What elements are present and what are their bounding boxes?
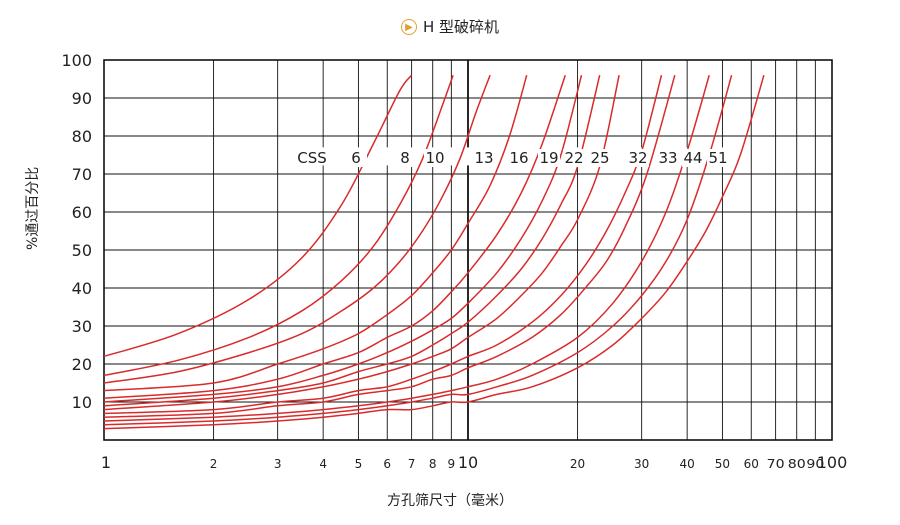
y-tick-label: 90 (72, 89, 92, 108)
series-label: 32 (628, 149, 647, 167)
series-line (103, 75, 663, 415)
x-tick-label: 100 (817, 453, 848, 472)
series-label: 8 (400, 149, 410, 167)
x-tick-label: 5 (355, 457, 363, 471)
x-tick-label: 60 (744, 457, 759, 471)
series-line (103, 74, 765, 430)
chart-title-text: H 型破碎机 (422, 18, 500, 36)
series-line (103, 74, 454, 377)
series-label: 22 (564, 149, 583, 167)
y-tick-label: 40 (72, 279, 92, 298)
series-label: 16 (509, 149, 528, 167)
series-label-bg (589, 149, 611, 167)
series-label-bg (627, 149, 649, 167)
series-label: 10 (425, 149, 444, 167)
x-tick-label: 90 (806, 457, 824, 471)
series-label-bg (424, 149, 446, 167)
y-tick-label: 60 (72, 203, 92, 222)
series-label: 44 (683, 149, 702, 167)
y-tick-label: 10 (72, 393, 92, 412)
x-axis-label: 方孔筛尺寸（毫米） (387, 493, 513, 509)
series-line (103, 75, 583, 403)
y-tick-label: 50 (72, 241, 92, 260)
series-label: 25 (590, 149, 609, 167)
series-label-bg (345, 149, 367, 167)
x-tick-label: 8 (429, 457, 437, 471)
series-label-bg (657, 149, 679, 167)
series-label-bg (394, 149, 416, 167)
x-tick-label: 10 (458, 453, 478, 472)
x-tick-label: 20 (570, 457, 585, 471)
y-tick-label: 80 (72, 127, 92, 146)
series-line (103, 74, 710, 422)
series-line (103, 74, 567, 399)
series-label: 6 (351, 149, 361, 167)
y-tick-label: 70 (72, 165, 92, 184)
x-tick-label: 9 (448, 457, 456, 471)
series-label: 33 (658, 149, 677, 167)
css-label: CSS (297, 149, 327, 167)
x-tick-label: 40 (680, 457, 695, 471)
series-label-bg (563, 149, 585, 167)
series-label: 19 (539, 149, 558, 167)
series-label-bg (682, 149, 704, 167)
x-tick-label: 70 (767, 457, 785, 471)
series-line (103, 74, 528, 392)
x-tick-label: 1 (101, 453, 111, 472)
play-circle-icon: ▶ (400, 18, 417, 35)
x-tick-label: 30 (634, 457, 649, 471)
series-label: 13 (474, 149, 493, 167)
x-tick-label: 3 (274, 457, 282, 471)
x-tick-label: 7 (408, 457, 416, 471)
chart-title: ▶ H 型破碎机 (0, 16, 900, 37)
x-tick-label: 4 (319, 457, 327, 471)
series-label-bg (538, 149, 560, 167)
y-tick-label: 30 (72, 317, 92, 336)
x-tick-label: 80 (788, 457, 806, 471)
series-line (103, 75, 620, 411)
x-tick-label: 6 (383, 457, 391, 471)
series-line (103, 74, 413, 358)
y-tick-label: 100 (61, 51, 92, 70)
x-tick-label: 50 (715, 457, 730, 471)
series-line (103, 74, 676, 418)
y-tick-label: 20 (72, 355, 92, 374)
series-line (103, 74, 491, 384)
series-label-bg (508, 149, 530, 167)
x-tick-label: 2 (210, 457, 218, 471)
series-label: 51 (708, 149, 727, 167)
series-label-bg (473, 149, 495, 167)
series-line (103, 74, 733, 426)
series-label-bg (707, 149, 729, 167)
series-line (103, 75, 601, 407)
